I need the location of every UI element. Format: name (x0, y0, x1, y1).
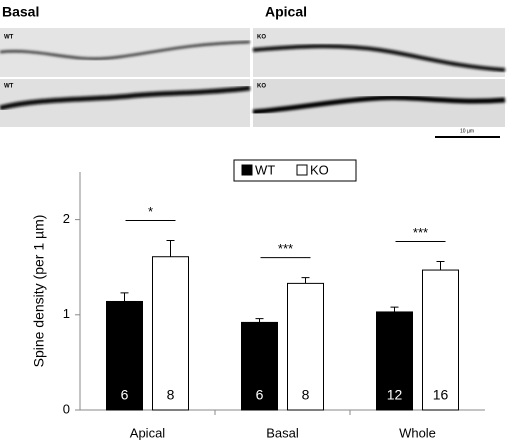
n-label: 8 (167, 387, 175, 403)
n-label: 12 (387, 387, 403, 403)
y-tick-label: 2 (63, 211, 70, 226)
x-tick-label: Whole (399, 425, 436, 440)
panel-label: WT (4, 35, 14, 41)
legend-label: KO (310, 162, 329, 177)
error-bar (436, 260, 445, 271)
n-label: 16 (433, 387, 449, 403)
legend-swatch (296, 164, 308, 176)
image-panel (253, 28, 505, 77)
error-bar (120, 292, 129, 302)
legend-swatch (241, 164, 253, 176)
error-bar (255, 318, 264, 323)
x-tick-label: Apical (130, 425, 166, 440)
significance-label: * (148, 204, 153, 219)
dendrite (252, 44, 506, 72)
significance-label: *** (413, 225, 428, 240)
panel-label: WT (4, 84, 14, 90)
y-tick-label: 0 (63, 401, 70, 416)
bar (422, 269, 459, 411)
bar (152, 256, 189, 411)
n-label: 6 (121, 387, 129, 403)
panel-label: KO (257, 35, 266, 41)
legend-label: WT (255, 162, 275, 177)
x-tick-label: Basal (266, 425, 299, 440)
y-tick-label: 1 (63, 306, 70, 321)
image-title: Apical (265, 4, 307, 20)
significance-label: *** (278, 241, 293, 256)
panel-label: KO (257, 84, 266, 90)
dendrite (252, 95, 506, 115)
y-axis-title: Spine density (per 1 µm) (31, 215, 47, 368)
n-label: 6 (256, 387, 264, 403)
error-bar (166, 240, 175, 257)
micrographs: Basal Apical WT WT KO KO 10 µm (0, 4, 506, 138)
bar (376, 311, 413, 411)
image-title: Basal (2, 4, 39, 20)
n-label: 8 (302, 387, 310, 403)
error-bar (301, 277, 310, 284)
error-bar (390, 306, 399, 312)
legend-box (233, 159, 357, 182)
dendrite (0, 85, 251, 111)
scale-bar-label: 10 µm (460, 128, 474, 134)
dendrite (0, 40, 251, 60)
